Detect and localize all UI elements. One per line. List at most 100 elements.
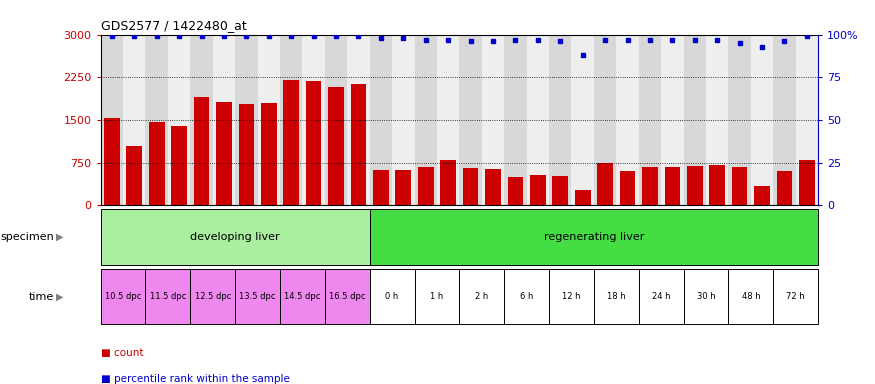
Bar: [172, 126, 187, 205]
Text: 11.5 dpc: 11.5 dpc: [150, 292, 186, 301]
Bar: [101, 269, 145, 324]
Bar: [235, 35, 257, 205]
Bar: [507, 177, 523, 205]
Bar: [710, 165, 725, 205]
Text: 1 h: 1 h: [430, 292, 444, 301]
Bar: [482, 35, 504, 205]
Text: 12 h: 12 h: [563, 292, 581, 301]
Bar: [149, 122, 164, 205]
Bar: [257, 35, 280, 205]
Bar: [575, 190, 591, 205]
Bar: [392, 35, 415, 205]
Bar: [191, 35, 213, 205]
Bar: [683, 269, 728, 324]
Text: 24 h: 24 h: [652, 292, 670, 301]
Text: ▶: ▶: [56, 291, 64, 302]
Bar: [459, 35, 482, 205]
Text: 16.5 dpc: 16.5 dpc: [329, 292, 366, 301]
Bar: [571, 35, 594, 205]
Bar: [795, 35, 818, 205]
Bar: [552, 176, 568, 205]
Text: 12.5 dpc: 12.5 dpc: [194, 292, 231, 301]
Text: regenerating liver: regenerating liver: [543, 232, 644, 242]
Text: 10.5 dpc: 10.5 dpc: [105, 292, 141, 301]
Bar: [168, 35, 191, 205]
Bar: [459, 269, 504, 324]
Bar: [370, 35, 392, 205]
Bar: [504, 35, 527, 205]
Text: 30 h: 30 h: [696, 292, 716, 301]
Text: 48 h: 48 h: [741, 292, 760, 301]
Bar: [728, 269, 774, 324]
Bar: [550, 35, 571, 205]
Bar: [216, 102, 232, 205]
Bar: [799, 160, 815, 205]
Bar: [193, 97, 209, 205]
Text: ▶: ▶: [56, 232, 64, 242]
Bar: [440, 160, 456, 205]
Bar: [370, 269, 415, 324]
Bar: [239, 104, 255, 205]
Text: ■ percentile rank within the sample: ■ percentile rank within the sample: [101, 374, 290, 384]
Bar: [463, 168, 479, 205]
Bar: [706, 35, 728, 205]
Bar: [751, 35, 774, 205]
Bar: [415, 35, 437, 205]
Bar: [370, 209, 818, 265]
Bar: [325, 35, 347, 205]
Bar: [351, 84, 367, 205]
Bar: [687, 166, 703, 205]
Bar: [373, 170, 388, 205]
Bar: [616, 35, 639, 205]
Bar: [123, 35, 145, 205]
Bar: [550, 269, 594, 324]
Bar: [305, 81, 321, 205]
Bar: [101, 35, 123, 205]
Text: 72 h: 72 h: [787, 292, 805, 301]
Bar: [527, 35, 550, 205]
Bar: [754, 185, 770, 205]
Bar: [284, 80, 299, 205]
Text: time: time: [29, 291, 54, 302]
Bar: [774, 35, 795, 205]
Text: 0 h: 0 h: [386, 292, 399, 301]
Text: 14.5 dpc: 14.5 dpc: [284, 292, 320, 301]
Bar: [774, 269, 818, 324]
Text: ■ count: ■ count: [101, 348, 144, 358]
Bar: [213, 35, 235, 205]
Bar: [280, 35, 303, 205]
Bar: [261, 103, 276, 205]
Bar: [328, 87, 344, 205]
Bar: [191, 269, 235, 324]
Bar: [104, 118, 120, 205]
Text: 13.5 dpc: 13.5 dpc: [240, 292, 276, 301]
Bar: [594, 35, 616, 205]
Bar: [101, 209, 370, 265]
Bar: [642, 167, 658, 205]
Bar: [415, 269, 459, 324]
Bar: [594, 269, 639, 324]
Text: specimen: specimen: [1, 232, 54, 242]
Text: 2 h: 2 h: [475, 292, 488, 301]
Text: 18 h: 18 h: [607, 292, 626, 301]
Bar: [777, 171, 793, 205]
Bar: [664, 167, 680, 205]
Bar: [396, 170, 411, 205]
Bar: [639, 35, 662, 205]
Bar: [485, 169, 500, 205]
Bar: [145, 269, 191, 324]
Bar: [303, 35, 325, 205]
Bar: [325, 269, 370, 324]
Bar: [639, 269, 683, 324]
Bar: [728, 35, 751, 205]
Bar: [504, 269, 550, 324]
Bar: [683, 35, 706, 205]
Bar: [145, 35, 168, 205]
Bar: [418, 167, 434, 205]
Bar: [732, 167, 747, 205]
Bar: [347, 35, 370, 205]
Text: developing liver: developing liver: [191, 232, 280, 242]
Bar: [235, 269, 280, 324]
Bar: [620, 171, 635, 205]
Bar: [530, 175, 546, 205]
